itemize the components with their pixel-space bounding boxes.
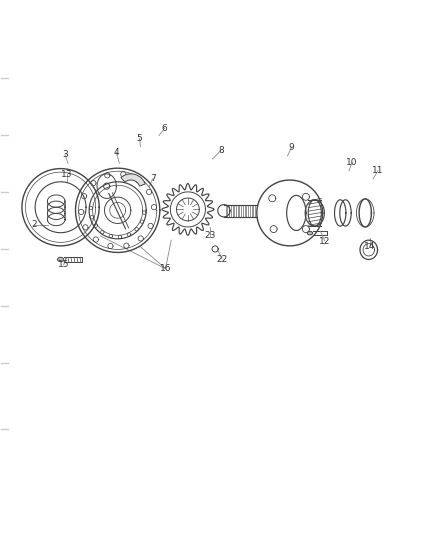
Ellipse shape [57,257,64,262]
Text: 3: 3 [62,150,68,159]
Wedge shape [121,174,145,186]
Text: 12: 12 [318,237,330,246]
Text: 9: 9 [288,143,294,151]
Ellipse shape [307,231,312,235]
Text: 6: 6 [161,124,167,133]
Text: 14: 14 [363,242,374,251]
Text: 15: 15 [58,260,69,269]
Text: 10: 10 [346,158,357,167]
Text: 13: 13 [61,170,72,179]
Text: 4: 4 [113,148,119,157]
Text: 5: 5 [136,134,142,143]
Text: 2: 2 [31,220,36,229]
Text: 22: 22 [216,255,227,263]
Text: 11: 11 [371,166,383,175]
Text: 8: 8 [217,146,223,155]
Text: 16: 16 [159,264,171,273]
Text: 23: 23 [204,231,215,240]
Text: 7: 7 [149,174,155,183]
